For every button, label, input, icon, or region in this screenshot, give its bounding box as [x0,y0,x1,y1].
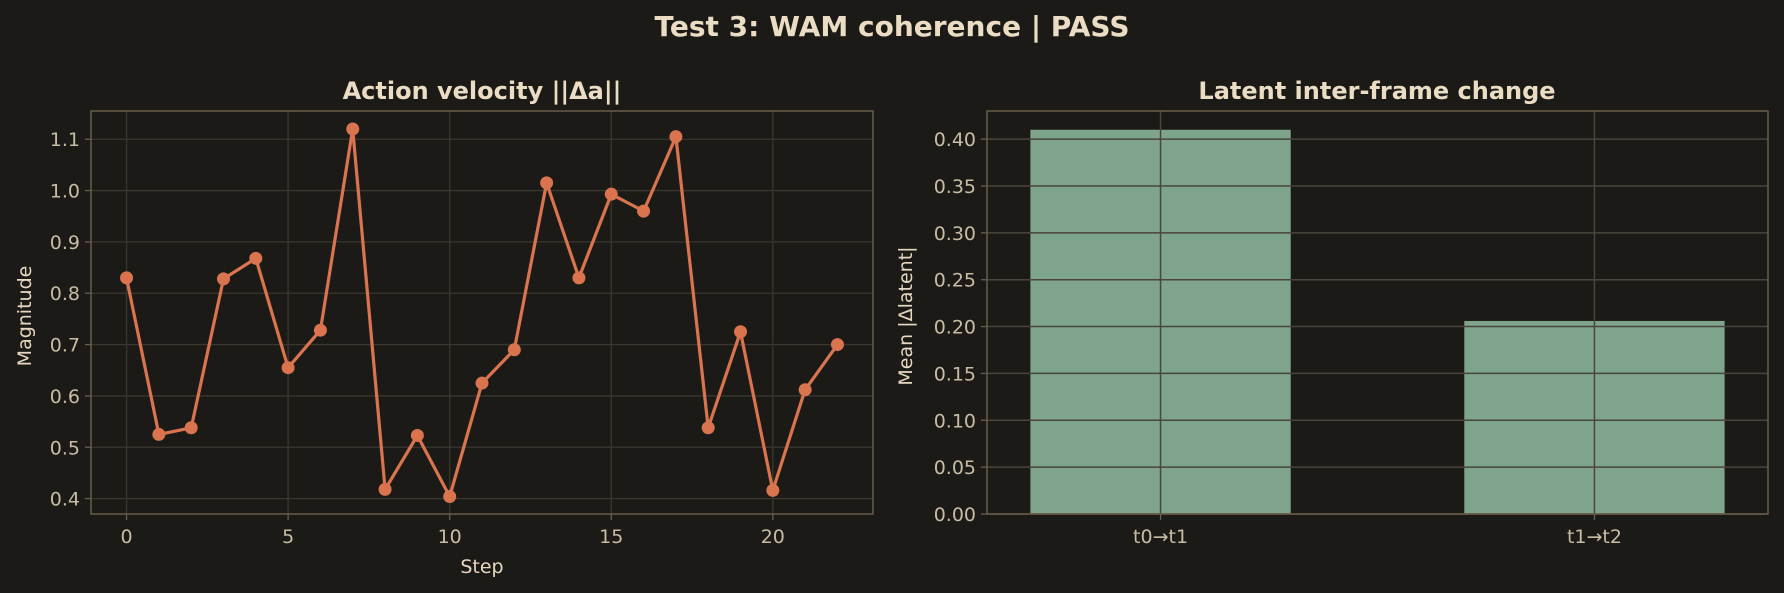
y-tick-label: 0.05 [934,457,976,479]
velocity-point [120,271,134,285]
y-tick-label: 0.9 [50,232,80,254]
velocity-point [249,251,263,265]
x-tick-label: 10 [438,526,462,548]
latent-change-title: Latent inter-frame change [1198,77,1555,105]
velocity-point [152,427,166,441]
y-tick-label: 1.0 [50,181,80,203]
y-tick-label: 0.4 [50,489,80,511]
velocity-point [701,421,715,435]
category-label: t0→t1 [1133,526,1188,548]
y-tick-label: 0.7 [50,335,80,357]
y-tick-label: 0.15 [934,363,976,385]
action-velocity-xlabel: Step [460,556,503,578]
action-velocity-grid [91,111,873,514]
latent-change-ylabel: Mean |Δlatent| [895,246,917,385]
y-tick-label: 0.5 [50,437,80,459]
figure-title: Test 3: WAM coherence | PASS [654,10,1129,43]
velocity-point [734,325,748,339]
velocity-point [669,130,683,144]
velocity-point [507,343,521,357]
y-tick-label: 1.1 [50,129,80,151]
y-tick-label: 0.35 [934,176,976,198]
x-tick-label: 5 [282,526,294,548]
latent-change-ticks: 0.00 0.05 0.10 0.15 0.20 0.25 0.30 0.35 0.40 t0→t… [934,129,1622,548]
y-tick-label: 0.00 [934,504,976,526]
velocity-point [346,122,360,136]
velocity-point [313,323,327,337]
velocity-point [830,338,844,352]
latent-change-grid [987,111,1768,515]
velocity-point [410,428,424,442]
y-tick-label: 0.40 [934,129,976,151]
action-velocity-ylabel: Magnitude [14,266,36,367]
velocity-point [475,376,489,390]
action-velocity-series [120,122,844,504]
velocity-point [798,383,812,397]
y-tick-label: 0.25 [934,270,976,292]
velocity-point [766,483,780,497]
category-label: t1→t2 [1567,526,1622,548]
action-velocity-frame [90,110,874,515]
x-tick-label: 20 [761,526,785,548]
y-tick-label: 0.20 [934,317,976,339]
action-velocity-ticks: 0 5 10 15 20 0.4 0.5 0.6 0.7 0.8 0.9 1.0 1.1 [50,129,785,548]
velocity-point [216,272,230,286]
velocity-point [637,204,651,218]
latent-change-frame [986,110,1769,515]
x-tick-label: 0 [120,526,132,548]
velocity-point [572,271,586,285]
y-tick-label: 0.6 [50,386,80,408]
action-velocity-panel: Action velocity ||Δa|| 0 5 10 15 20 0.4 0.5 0.6… [14,77,874,578]
velocity-point [443,490,457,504]
y-tick-label: 0.10 [934,410,976,432]
velocity-point [540,176,554,190]
velocity-point [281,361,295,375]
action-velocity-title: Action velocity ||Δa|| [343,77,622,105]
latent-change-panel: Latent inter-frame change 0.000.050.100.… [895,77,1769,548]
y-tick-label: 0.8 [50,283,80,305]
velocity-point [184,421,198,435]
x-tick-label: 15 [599,526,623,548]
y-tick-label: 0.30 [934,223,976,245]
velocity-point [604,187,618,201]
velocity-point [378,482,392,496]
